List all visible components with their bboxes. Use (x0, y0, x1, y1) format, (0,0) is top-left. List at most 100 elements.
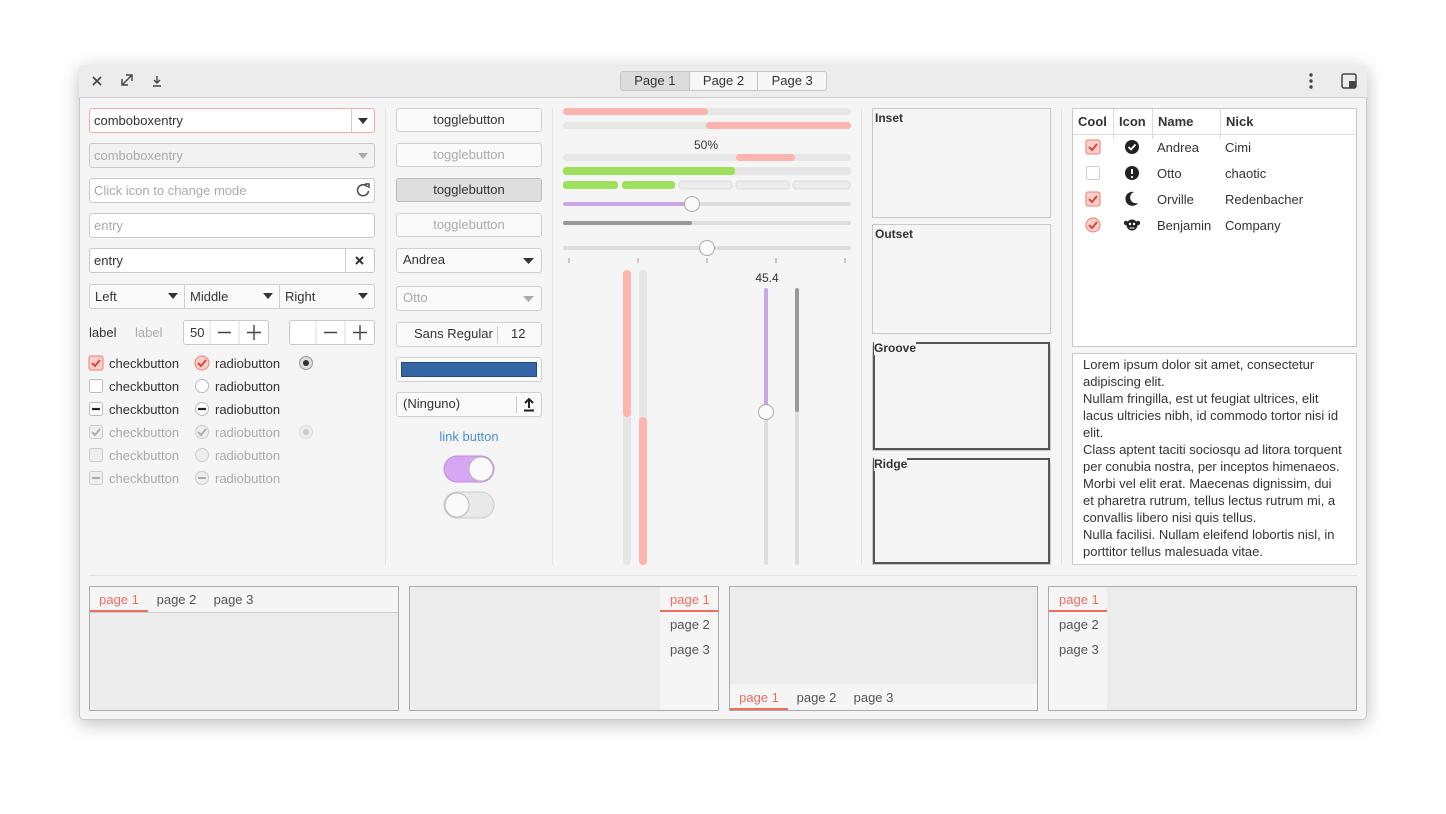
separator (89, 575, 1357, 576)
separator (1061, 108, 1062, 565)
maximize-icon[interactable] (121, 74, 133, 86)
frame-ridge: Ridge (872, 457, 1051, 565)
cell: Redenbacher (1225, 192, 1304, 207)
toggle-button: togglebutton (396, 143, 542, 167)
color-button[interactable] (396, 357, 542, 382)
radiobutton-label[interactable]: radiobutton (215, 356, 281, 371)
spin-controls (209, 321, 367, 344)
checkbutton-label: checkbutton (109, 471, 180, 486)
notebook: page 1 page 2 page 3 (729, 586, 1038, 711)
tab[interactable]: page 2 (670, 617, 710, 632)
spin-value: 50 (190, 325, 205, 340)
frame-label: Inset (875, 111, 904, 125)
divider (345, 249, 346, 272)
file-button[interactable]: (Ninguno) (396, 392, 542, 417)
notebook: page 1 page 2 page 3 (89, 586, 399, 711)
label: label (135, 325, 163, 340)
check-radio-icons (88, 355, 313, 485)
column-header[interactable]: Name (1152, 109, 1193, 139)
separator (385, 108, 386, 565)
tab[interactable]: page 3 (853, 690, 894, 705)
paragraph: Morbi vel elit erat. Maecenas dignissim,… (1083, 476, 1336, 525)
text-view[interactable]: Lorem ipsum dolor sit amet, consectetur … (1072, 353, 1357, 565)
refresh-icon[interactable] (355, 182, 371, 198)
tab[interactable]: page 1 (730, 685, 788, 710)
frame-label: Outset (875, 227, 914, 241)
notebook: page 1 page 2 page 3 (409, 586, 719, 711)
column-header[interactable]: Icon (1113, 109, 1146, 139)
cell: Otto (1157, 166, 1182, 181)
tab[interactable]: Page 3 (771, 73, 813, 88)
combo-text: Middle (190, 289, 229, 304)
combo: Otto (396, 286, 542, 311)
entry[interactable]: entry (89, 248, 375, 273)
toggle-button[interactable]: togglebutton (396, 108, 542, 132)
download-icon[interactable] (153, 76, 161, 87)
font-button[interactable]: Sans Regular 12 (396, 322, 542, 347)
combo[interactable]: Right (280, 285, 374, 308)
file-label: (Ninguno) (403, 396, 461, 411)
checkbutton-label: checkbutton (109, 448, 180, 463)
separator (552, 108, 553, 565)
progress-and-scales (563, 108, 851, 565)
tab[interactable]: Page 1 (621, 72, 690, 90)
paragraph: Lorem ipsum dolor sit amet, consectetur … (1083, 357, 1315, 389)
radiobutton-label: radiobutton (215, 448, 281, 463)
frame-label: Groove (874, 341, 917, 355)
paragraph: Class aptent taciti sociosqu ad litora t… (1083, 442, 1342, 474)
tab[interactable]: page 3 (213, 592, 254, 607)
entry[interactable]: Click icon to change mode (89, 178, 375, 203)
column-header[interactable]: Cool (1078, 114, 1107, 129)
tree-view: Cool Icon Name Nick Andrea Cimi Otto chaot… (1072, 108, 1357, 347)
cell: chaotic (1225, 166, 1267, 181)
tab[interactable]: page 1 (90, 587, 148, 612)
radiobutton-label[interactable]: radiobutton (215, 379, 281, 394)
tab[interactable]: page 1 (1049, 587, 1107, 612)
switches (443, 455, 495, 519)
tab[interactable]: page 2 (156, 592, 197, 607)
close-icon[interactable] (92, 76, 102, 86)
combo-text: Left (95, 289, 117, 304)
segmented-combos: Left Middle Right (89, 284, 375, 309)
combo-entry[interactable]: comboboxentry (89, 108, 375, 133)
radiobutton-label[interactable]: radiobutton (215, 402, 281, 417)
tab[interactable]: page 1 (660, 587, 718, 612)
stack-switcher: Page 1 Page 2 Page 3 (620, 71, 827, 91)
cell: Cimi (1225, 140, 1251, 155)
placeholder: entry (94, 218, 123, 233)
arrow (358, 118, 368, 124)
button-label: togglebutton (433, 182, 505, 197)
scale-value: 45.4 (755, 271, 779, 285)
checkbutton-label[interactable]: checkbutton (109, 402, 180, 417)
entry[interactable]: entry (89, 213, 375, 238)
checkbutton-label[interactable]: checkbutton (109, 356, 180, 371)
column-header[interactable]: Nick (1220, 109, 1253, 139)
tree-header: Cool Icon Name Nick (1073, 109, 1356, 139)
entry-text: comboboxentry (94, 148, 183, 163)
combo-text: Otto (403, 290, 428, 305)
clear-icon[interactable] (354, 255, 366, 267)
combo[interactable]: Left (90, 285, 185, 308)
combo-text: Right (285, 289, 316, 304)
frame-outset: Outset (872, 224, 1051, 334)
tab[interactable]: page 2 (1059, 617, 1099, 632)
combo[interactable]: Middle (185, 285, 280, 308)
frame-groove: Groove (872, 341, 1051, 451)
cell: Benjamin (1157, 218, 1212, 233)
tab[interactable]: page 2 (796, 690, 837, 705)
tab[interactable]: Page 2 (690, 72, 759, 90)
checkbutton-label[interactable]: checkbutton (109, 379, 180, 394)
paragraph: Nulla facilisi. Nullam eleifend lobortis… (1083, 527, 1335, 559)
toggle-button[interactable]: togglebutton (396, 178, 542, 202)
tab[interactable]: page 3 (670, 642, 710, 657)
button-label: togglebutton (433, 147, 505, 162)
arrow (358, 153, 368, 159)
separator (861, 108, 862, 565)
combo[interactable]: Andrea (396, 248, 542, 273)
tab[interactable]: page 3 (1059, 642, 1099, 657)
radiobutton-label: radiobutton (215, 471, 281, 486)
link-button[interactable]: link button (439, 429, 499, 444)
notebook: page 1 page 2 page 3 (1048, 586, 1357, 711)
entry-text: entry (94, 253, 123, 268)
